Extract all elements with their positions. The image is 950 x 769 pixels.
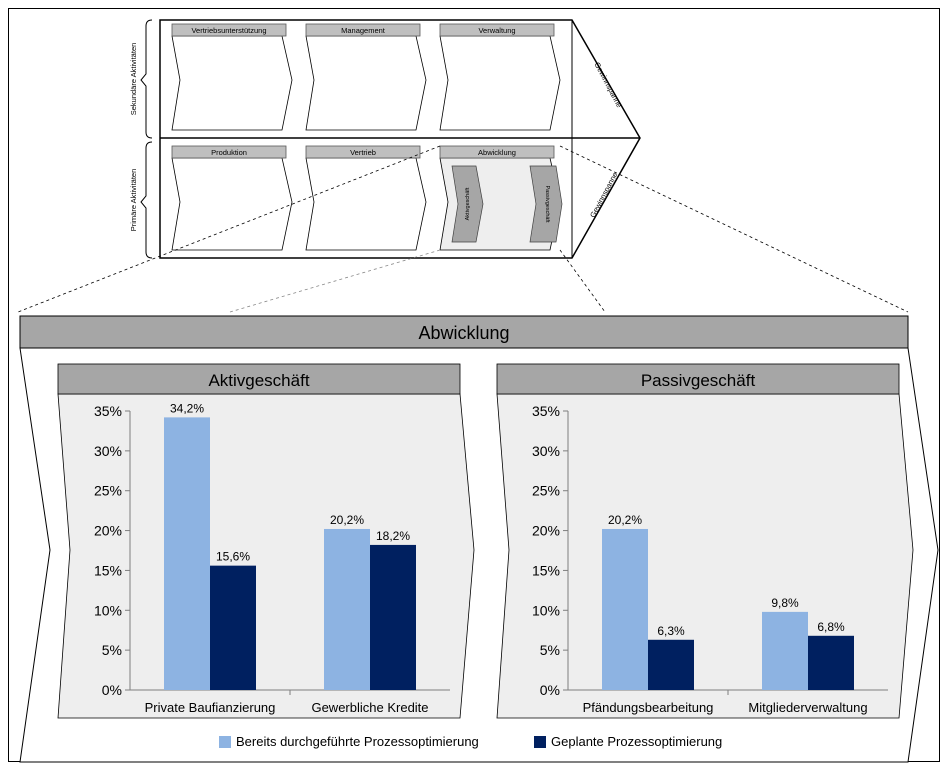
secondary-bracket bbox=[140, 19, 153, 139]
data-label: 34,2% bbox=[170, 401, 204, 415]
bar bbox=[762, 611, 808, 690]
data-label: 15,6% bbox=[216, 550, 250, 564]
primary-item-label: Vertrieb bbox=[350, 148, 376, 157]
secondary-activities-label: Sekundäre Aktivitäten bbox=[129, 43, 138, 116]
x-category-label: Pfändungsbearbeitung bbox=[583, 700, 714, 715]
bar bbox=[648, 639, 694, 690]
primary-item-2: Vertrieb bbox=[305, 145, 427, 251]
secondary-item-label: Verwaltung bbox=[478, 26, 515, 35]
primary-bracket bbox=[140, 141, 153, 259]
sub-chevron-passiv bbox=[529, 165, 563, 243]
primary-item-label: Produktion bbox=[211, 148, 247, 157]
sub-item-label: Passivgeschäft bbox=[544, 186, 550, 223]
y-tick-label: 10% bbox=[94, 602, 122, 618]
secondary-item-label: Vertriebsunterstützung bbox=[191, 26, 266, 35]
data-label: 9,8% bbox=[771, 596, 799, 610]
main-title: Abwicklung bbox=[418, 323, 509, 343]
y-tick-label: 15% bbox=[94, 562, 122, 578]
chart-title: Aktivgeschäft bbox=[208, 371, 309, 390]
y-tick-label: 20% bbox=[532, 523, 560, 539]
legend-label-2: Geplante Prozessoptimierung bbox=[551, 734, 722, 749]
legend: Bereits durchgeführte Prozessoptimierung… bbox=[219, 734, 722, 749]
primary-item-1: Produktion bbox=[171, 145, 293, 251]
secondary-item-3: Verwaltung bbox=[439, 23, 561, 131]
secondary-item-1: Vertriebsunterstützung bbox=[171, 23, 293, 131]
sub-chevron-aktiv bbox=[451, 165, 484, 243]
y-tick-label: 30% bbox=[94, 443, 122, 459]
secondary-item-2: Management bbox=[305, 23, 427, 131]
zoom-lines bbox=[17, 145, 909, 313]
y-tick-label: 35% bbox=[94, 403, 122, 419]
legend-label-1: Bereits durchgeführte Prozessoptimierung bbox=[236, 734, 479, 749]
x-category-label: Mitgliederverwaltung bbox=[748, 700, 867, 715]
bar bbox=[164, 417, 210, 690]
chart-passiv: 0% 5% 10% 15% 20% 25% 30% 35% Pfändungsbearbeitu… bbox=[532, 403, 888, 715]
bar bbox=[808, 635, 854, 690]
sub-item-label: Aktivgeschäft bbox=[465, 187, 471, 220]
data-label: 20,2% bbox=[608, 513, 642, 527]
x-category-label: Gewerbliche Kredite bbox=[311, 700, 428, 715]
legend-swatch-2 bbox=[534, 736, 546, 748]
data-label: 6,8% bbox=[817, 620, 845, 634]
data-label: 20,2% bbox=[330, 513, 364, 527]
bar bbox=[370, 544, 416, 690]
panel-aktiv-header bbox=[57, 363, 461, 395]
y-tick-label: 20% bbox=[94, 523, 122, 539]
y-tick-label: 5% bbox=[102, 642, 122, 658]
y-tick-label: 30% bbox=[532, 443, 560, 459]
y-tick-label: 25% bbox=[94, 483, 122, 499]
abwicklung-detail: Abwicklung Aktivgeschäft Passivgeschäft … bbox=[19, 315, 939, 763]
legend-swatch-1 bbox=[219, 736, 231, 748]
y-tick-label: 25% bbox=[532, 483, 560, 499]
bar bbox=[324, 528, 370, 690]
data-label: 6,3% bbox=[657, 624, 685, 638]
primary-activities-label: Primäre Aktivitäten bbox=[129, 169, 138, 232]
primary-item-3-highlighted: Abwicklung Aktivgeschäft Passivgeschäft bbox=[439, 145, 563, 251]
y-tick-label: 0% bbox=[540, 682, 560, 698]
bar bbox=[602, 528, 648, 690]
panel-passiv-header bbox=[496, 363, 900, 395]
chart-title: Passivgeschäft bbox=[641, 371, 756, 390]
x-category-label: Private Baufianzierung bbox=[145, 700, 276, 715]
abwicklung-header bbox=[19, 315, 909, 349]
chart-aktiv: 0% 5% 10% 15% 20% 25% 30% 35% Private Baufianzie… bbox=[94, 401, 450, 715]
y-tick-label: 10% bbox=[532, 602, 560, 618]
value-chain: Sekundäre Aktivitäten Primäre Aktivitäte… bbox=[129, 19, 641, 259]
y-tick-label: 0% bbox=[102, 682, 122, 698]
secondary-item-label: Management bbox=[341, 26, 386, 35]
y-tick-label: 35% bbox=[532, 403, 560, 419]
y-tick-label: 5% bbox=[540, 642, 560, 658]
primary-item-label: Abwicklung bbox=[478, 148, 516, 157]
data-label: 18,2% bbox=[376, 529, 410, 543]
y-tick-label: 15% bbox=[532, 562, 560, 578]
bar bbox=[210, 565, 256, 690]
